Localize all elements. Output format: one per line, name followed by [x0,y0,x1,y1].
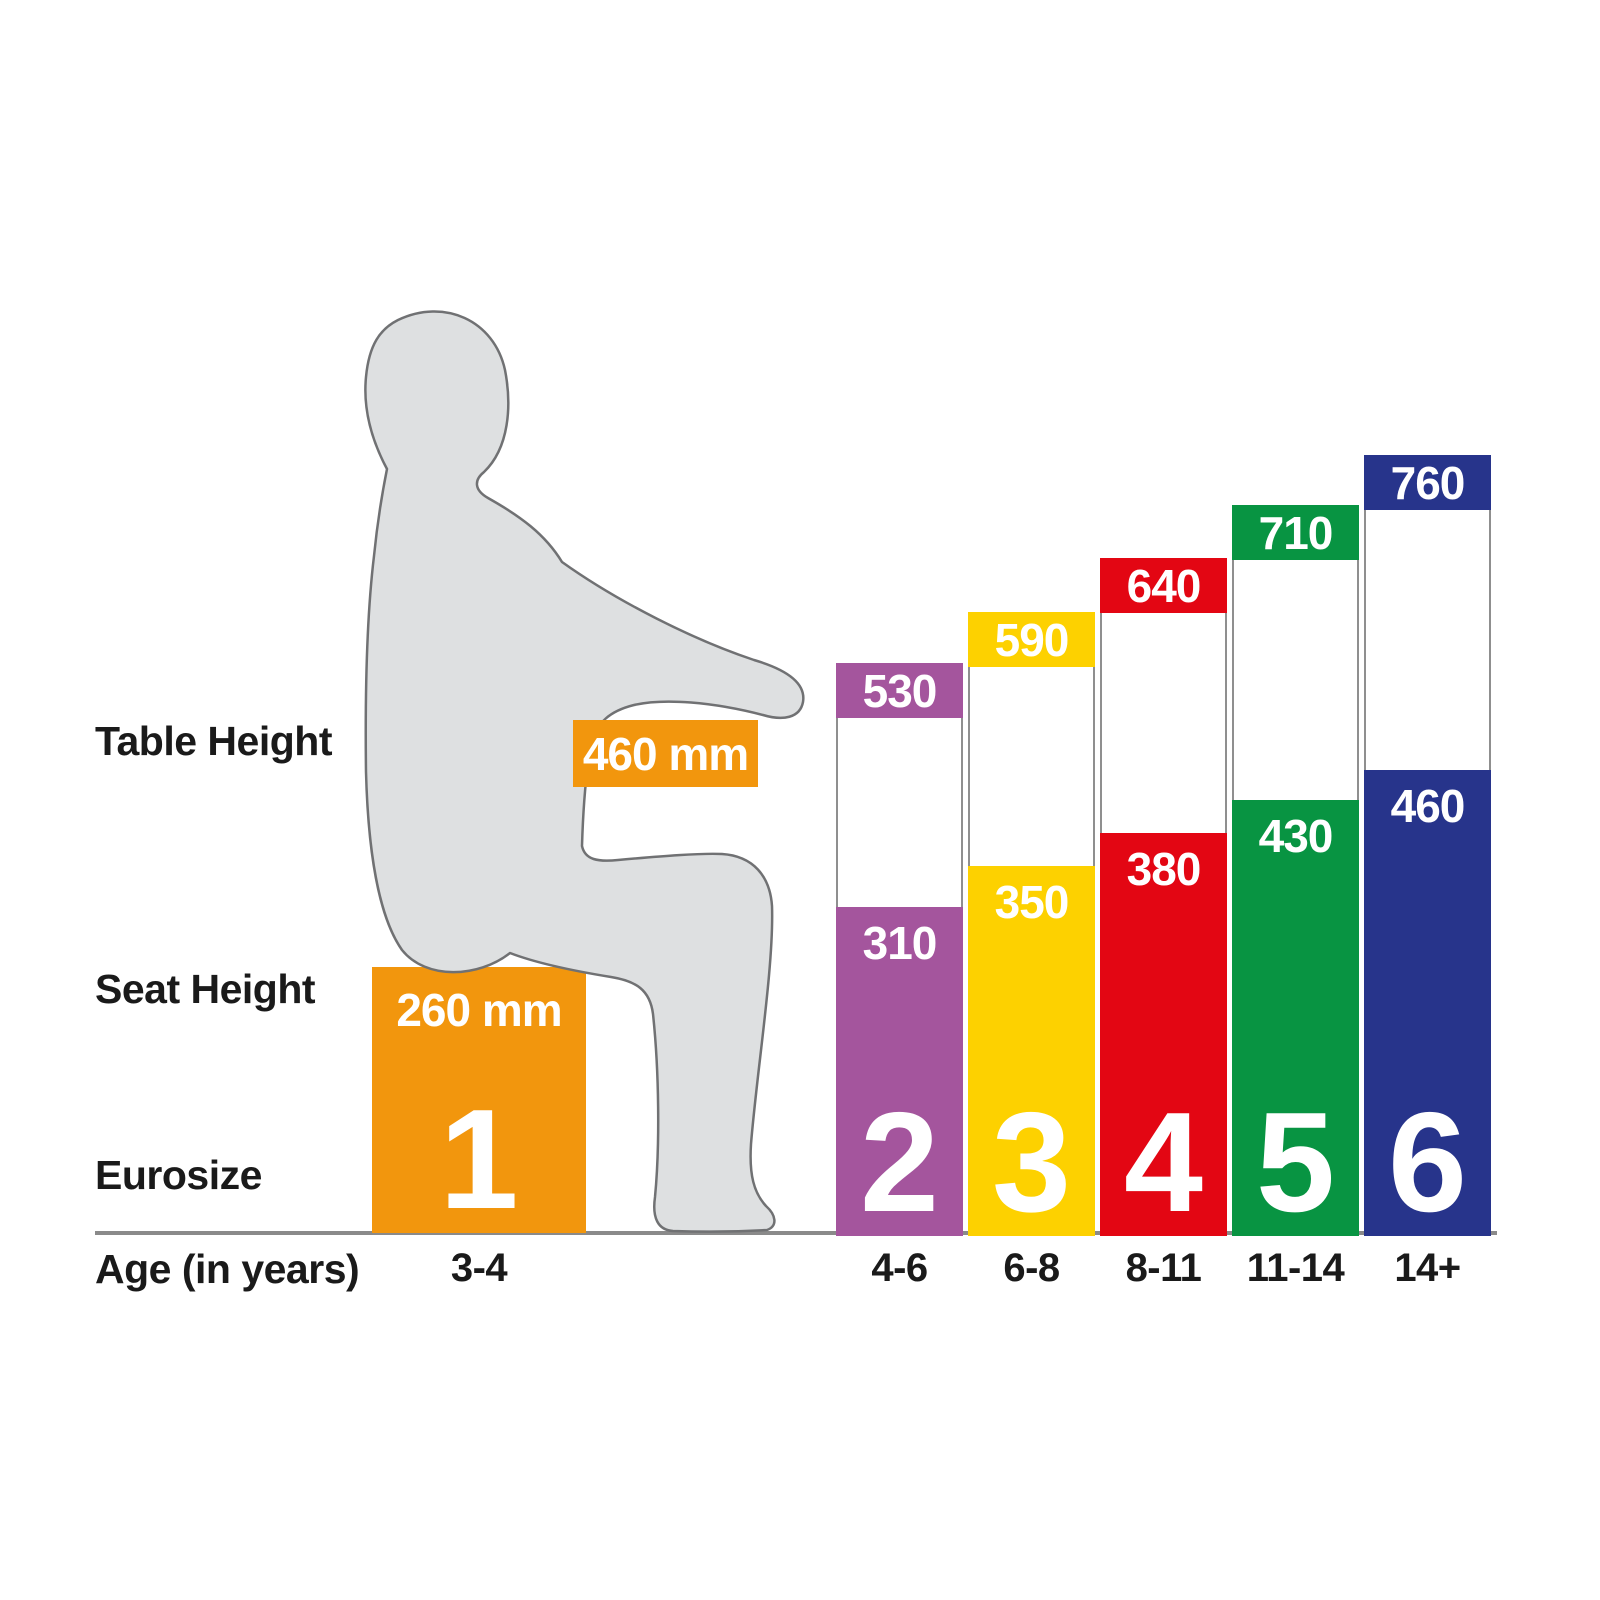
column-gap [1100,613,1227,833]
seat-height-value: 310 [862,917,938,969]
table-height-block: 530 [836,663,963,718]
table-height-label: Table Height [95,718,332,764]
age-value: 6-8 [1003,1246,1060,1290]
seat-height-value: 430 [1258,810,1334,862]
eurosize-column-5: 710 430 5 [1232,505,1359,1236]
eurosize-number-1: 1 [439,1080,519,1239]
age-value: 3-4 [450,1246,508,1290]
column-gap [836,718,963,907]
table-height-block: 640 [1100,558,1227,613]
seat-height-segment: 430 5 [1232,800,1359,1236]
table-height-block: 590 [968,612,1095,667]
eurosize-label: Eurosize [95,1152,262,1198]
eurosize-column-2: 530 310 2 [836,663,963,1236]
age-axis-label: Age (in years) [95,1246,360,1292]
seat-height-block-size1: 260 mm 1 [372,967,586,1233]
eurosize-number-2: 2 [860,1083,939,1242]
seat-height-value-size1: 260 mm [396,984,562,1036]
eurosize-column-4: 640 380 4 [1100,558,1227,1236]
seat-height-segment: 310 2 [836,907,963,1236]
seat-height-segment: 460 6 [1364,770,1491,1236]
seat-height-segment: 350 3 [968,866,1095,1236]
seat-height-value: 380 [1126,843,1202,895]
eurosize-column-6: 760 460 6 [1364,455,1491,1236]
age-value: 4-6 [871,1246,928,1290]
seat-height-label: Seat Height [95,966,316,1012]
seat-height-value: 460 [1390,780,1466,832]
column-gap [968,667,1095,866]
table-height-block: 760 [1364,455,1491,510]
eurosize-number-4: 4 [1124,1083,1203,1242]
age-value: 11-14 [1246,1246,1345,1290]
age-value: 8-11 [1125,1246,1202,1290]
eurosize-number-5: 5 [1256,1083,1335,1242]
age-value: 14+ [1394,1246,1461,1290]
table-height-block: 710 [1232,505,1359,560]
eurosize-number-6: 6 [1388,1083,1467,1242]
table-height-badge-size1: 460 mm [573,720,758,787]
floor-baseline [95,1231,1497,1235]
seat-height-value: 350 [994,876,1070,928]
column-gap [1232,560,1359,800]
eurosize-number-3: 3 [992,1083,1071,1242]
eurosize-column-3: 590 350 3 [968,612,1095,1236]
column-gap [1364,510,1491,770]
seat-height-segment: 380 4 [1100,833,1227,1236]
